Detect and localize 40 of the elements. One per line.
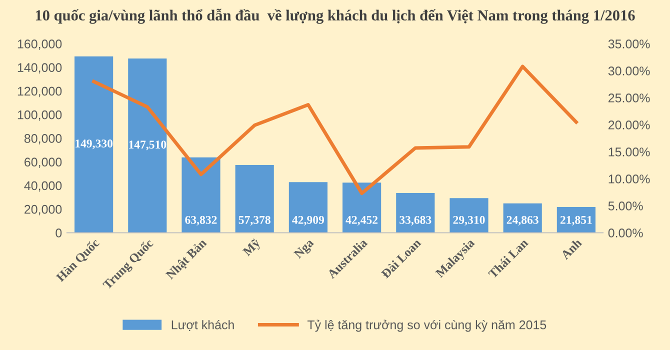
data-label: 149,330	[76, 140, 113, 150]
bar	[235, 164, 274, 233]
y-tick-label: 0	[56, 228, 62, 238]
y2-tick-label: 20.00%	[608, 120, 650, 130]
y2-tick-label: 10.00%	[608, 174, 650, 184]
y2-tick-label: 35.00%	[608, 40, 650, 48]
x-tick-label: Anh	[560, 238, 582, 260]
data-label: 21,851	[560, 216, 592, 226]
bar	[182, 157, 220, 233]
y-tick-label: 20,000	[24, 204, 62, 216]
legend-label: Lượt khách	[172, 320, 234, 332]
data-label: 24,863	[506, 216, 538, 226]
y2-tick-label: 25.00%	[608, 94, 650, 102]
bar	[396, 192, 435, 233]
x-tick-label: Mỹ	[242, 238, 263, 258]
y-tick-label: 160,000	[18, 40, 62, 50]
bar	[74, 56, 114, 233]
y-tick-label: 80,000	[24, 134, 62, 144]
bar	[288, 182, 328, 233]
data-label: 29,310	[453, 216, 485, 226]
data-label: 42,909	[292, 216, 324, 226]
x-tick-label: Nga	[293, 238, 316, 261]
y2-tick-label: 15.00%	[608, 148, 650, 156]
data-label: 57,378	[238, 216, 270, 226]
data-label: 42,452	[346, 216, 378, 226]
data-label: 63,832	[185, 216, 217, 226]
y2-tick-label: 0.00%	[608, 228, 643, 238]
y2-tick-label: 5.00%	[608, 202, 643, 210]
y-tick-label: 60,000	[24, 158, 62, 168]
y-tick-label: 120,000	[18, 86, 62, 98]
legend-label: Tỷ lệ tăng trưởng so với cùng kỳ năm 2015	[307, 320, 546, 332]
bar	[450, 198, 488, 233]
chart-title: 10 quốc gia/vùng lãnh thổ dẫn đầu về lượng khách du lịch đến Việt Nam trong tháng 1/2016	[36, 8, 635, 24]
data-label: 147,510	[129, 140, 166, 150]
y-tick-label: 140,000	[18, 63, 62, 74]
bar	[128, 58, 167, 233]
data-label: 33,683	[400, 216, 432, 226]
y-tick-label: 100,000	[18, 110, 62, 121]
y2-tick-label: 30.00%	[608, 66, 650, 76]
y-tick-label: 40,000	[24, 181, 62, 192]
